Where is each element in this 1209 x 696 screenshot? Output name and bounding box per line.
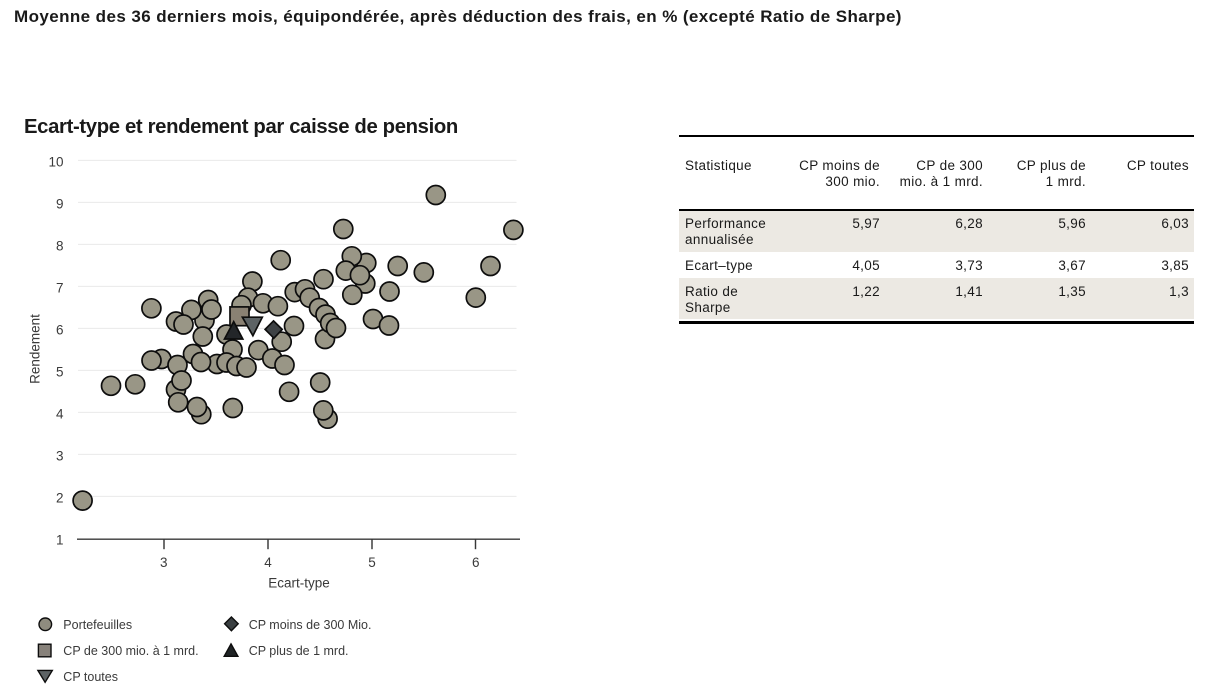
svg-text:5: 5 xyxy=(56,364,64,379)
svg-text:4: 4 xyxy=(56,406,64,421)
svg-text:9: 9 xyxy=(56,196,64,211)
svg-text:4: 4 xyxy=(264,555,272,570)
svg-text:5: 5 xyxy=(368,555,376,570)
svg-text:Ecart-type: Ecart-type xyxy=(268,575,330,590)
svg-text:10: 10 xyxy=(48,154,63,169)
svg-text:6: 6 xyxy=(472,555,480,570)
svg-text:7: 7 xyxy=(56,280,64,295)
svg-text:8: 8 xyxy=(56,238,64,253)
svg-text:2: 2 xyxy=(56,490,64,505)
svg-text:Rendement: Rendement xyxy=(28,314,43,384)
svg-text:6: 6 xyxy=(56,322,64,337)
svg-text:1: 1 xyxy=(56,532,64,547)
svg-text:3: 3 xyxy=(160,555,168,570)
svg-text:3: 3 xyxy=(56,448,64,463)
